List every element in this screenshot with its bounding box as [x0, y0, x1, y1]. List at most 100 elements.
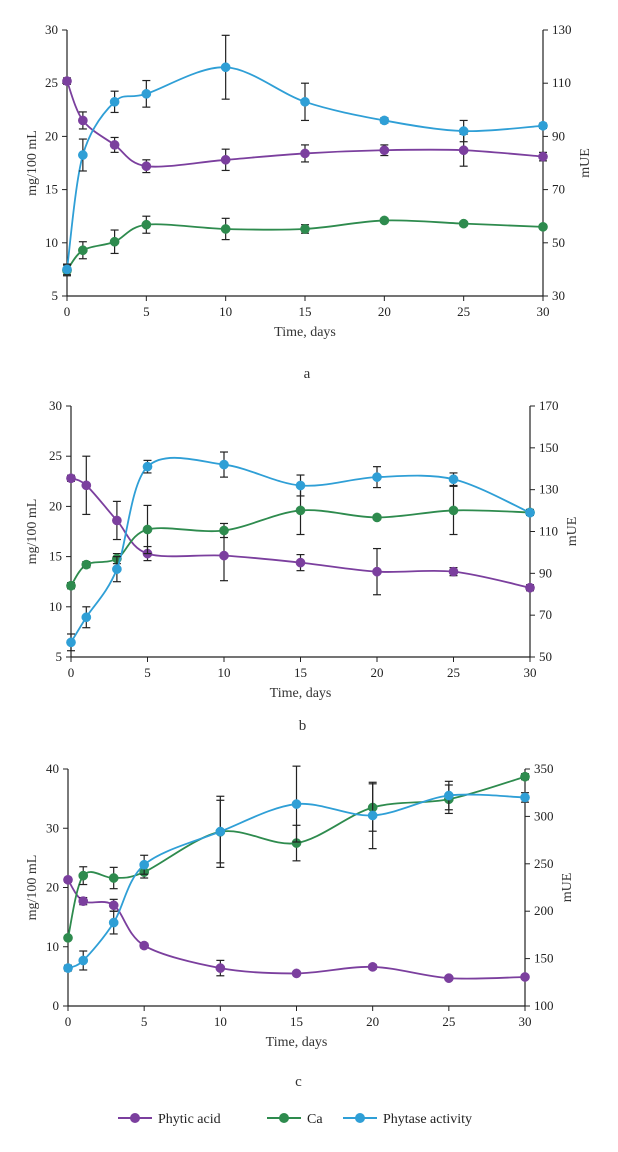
panel-b-series-phytase-activity: [66, 451, 535, 652]
panel-b-y-right-tick-label: 50: [539, 649, 552, 664]
panel-a-y-left-tick-label: 20: [45, 128, 58, 143]
panel-a-series-ca-point: [538, 221, 548, 232]
legend-item-phytase-activity: Phytase activity: [343, 1112, 472, 1127]
panel-a-y-right-tick-label: 130: [552, 22, 572, 37]
panel-c-y-left-tick-label: 30: [46, 820, 59, 835]
panel-c-y-right-axis-title: mUE: [560, 873, 575, 903]
panel-a-y-left-tick-label: 5: [52, 288, 59, 303]
legend: Phytic acid Ca Phytase activity: [118, 1112, 472, 1127]
panel-a-series-ca-point: [109, 236, 120, 247]
legend-label-ca: Ca: [307, 1112, 323, 1127]
panel-b-y-right-tick-label: 70: [539, 607, 552, 622]
panel-b-y-right-axis-title: mUE: [565, 517, 580, 547]
panel-c-series-phytase-activity-point: [443, 790, 454, 801]
panel-a-series-phytic-acid-point: [141, 161, 152, 172]
panel-a-x-tick-label: 30: [537, 304, 550, 319]
panel-c-y-right-tick-label: 100: [534, 998, 554, 1013]
panel-c-y-right-tick-label: 150: [534, 951, 554, 966]
panel-c-series-phytase-activity: [63, 765, 530, 973]
panel-c-y-right-tick-label: 200: [534, 903, 554, 918]
panel-c-y-left-axis-title: mg/100 mL: [25, 855, 40, 921]
panel-b-y-left-tick-label: 20: [49, 498, 62, 513]
panel-c-x-tick-label: 5: [141, 1014, 148, 1029]
panel-c-series-phytase-activity-point: [520, 792, 530, 803]
panel-b-series-phytic-acid-point: [372, 566, 382, 577]
panel-c: 0 10 20 30 40 100 150 200 250 300 350 0 5 10 15 20 25 30 T…: [25, 761, 575, 1090]
panel-c-series-ca-point: [108, 873, 119, 883]
panel-b-series-phytic-acid-point: [448, 566, 459, 577]
panel-a-y-right-tick-label: 70: [552, 182, 565, 197]
panel-a-series-phytase-activity: [62, 34, 548, 276]
panel-a-series-phytic-acid-point: [538, 151, 548, 162]
panel-a-series-phytic-acid-point: [109, 140, 120, 150]
panel-c-series-phytase-activity-point: [108, 917, 119, 928]
panel-b-series-phytase-activity-point: [66, 637, 76, 648]
panel-c-series-phytase-activity-point: [367, 810, 378, 821]
panel-a-series-phytic-acid-point: [62, 76, 72, 86]
panel-c-y-right-tick-label: 300: [534, 808, 554, 823]
panel-b-x-tick-label: 20: [371, 665, 384, 680]
panel-c-y-left-tick-label: 40: [46, 761, 59, 776]
panel-a-y-right-tick-label: 110: [552, 75, 571, 90]
legend-item-phytic-acid: Phytic acid: [118, 1112, 221, 1127]
panel-b-y-right-tick-label: 130: [539, 482, 559, 497]
panel-c-y-left-tick-label: 0: [53, 998, 60, 1013]
panel-a-y-left-tick-label: 25: [45, 75, 58, 90]
panel-c-series-phytic-acid: [63, 874, 530, 984]
panel-b-y-left-tick-label: 15: [49, 549, 62, 564]
panel-c-series-ca-point: [520, 771, 530, 782]
panel-b-series-phytase-activity-point: [448, 474, 459, 485]
panel-a-series-ca-point: [458, 218, 469, 229]
panel-c-x-tick-label: 20: [366, 1014, 379, 1029]
panel-a-y-right-tick-label: 30: [552, 288, 565, 303]
panel-b-series-phytic-acid-point: [112, 515, 122, 526]
panel-b-series-phytase-activity-point: [219, 459, 229, 470]
panel-b-x-axis-title: Time, days: [270, 686, 332, 701]
panel-c-series-phytic-acid-point: [215, 963, 226, 973]
panel-c-x-axis-title: Time, days: [266, 1035, 328, 1050]
panel-b-y-right-tick-label: 110: [539, 524, 558, 539]
panel-b-x-tick-label: 0: [68, 665, 75, 680]
panel-b-series-phytase-activity-point: [81, 612, 92, 623]
panel-b-series-ca-point: [81, 559, 92, 570]
panel-b-series-phytase-activity-point: [525, 507, 535, 518]
panel-c-x-tick-label: 30: [519, 1014, 532, 1029]
panel-a-x-tick-label: 0: [64, 304, 71, 319]
panel-b-x-tick-label: 30: [524, 665, 537, 680]
panel-b-series-phytic-acid-point: [525, 582, 535, 593]
panel-a-y-left-tick-label: 15: [45, 182, 58, 197]
panel-b-x-tick-label: 15: [294, 665, 307, 680]
panel-b-series-phytase-activity-point: [142, 461, 153, 472]
panel-c-series-phytic-acid-point: [443, 973, 454, 984]
panel-b-y-left-tick-label: 30: [49, 398, 62, 413]
panel-a-series-phytic-acid-point: [458, 145, 469, 156]
panel-c-y-right-tick-label: 350: [534, 761, 554, 776]
legend-label-phytic-acid: Phytic acid: [158, 1112, 221, 1127]
panel-a-caption-label: a: [304, 366, 311, 382]
panel-c-series-phytic-acid-point: [108, 900, 119, 911]
panel-b-x-tick-label: 5: [144, 665, 151, 680]
panel-b-x-tick-label: 25: [447, 665, 460, 680]
panel-b-series-phytic-acid-point: [219, 550, 229, 561]
panel-a-series-ca-point: [220, 224, 231, 234]
panel-a-y-right-tick-label: 90: [552, 128, 565, 143]
panel-a-series-phytic-acid-point: [220, 154, 231, 165]
panel-b-series-ca-point: [372, 512, 382, 523]
panel-a-y-left-tick-label: 10: [45, 235, 58, 250]
panel-c-x-tick-label: 15: [290, 1014, 303, 1029]
panel-c-series-phytase-activity-point: [139, 859, 150, 870]
panel-a-series-phytase-activity-point: [458, 126, 469, 136]
panel-c-series-ca-point: [63, 933, 73, 943]
panel-c-series-phytase-activity-point: [78, 955, 89, 966]
panel-c-caption-label: c: [295, 1074, 302, 1090]
panel-a-series-ca: [62, 215, 548, 277]
panel-b-series-phytase-activity-point: [295, 480, 306, 491]
panel-b-y-left-tick-label: 5: [56, 649, 63, 664]
panel-a-series-phytase-activity-point: [109, 96, 120, 107]
panel-a-x-tick-label: 15: [299, 304, 312, 319]
panel-a-series-phytase-activity-point: [141, 88, 152, 99]
panel-c-x-tick-label: 0: [65, 1014, 72, 1029]
